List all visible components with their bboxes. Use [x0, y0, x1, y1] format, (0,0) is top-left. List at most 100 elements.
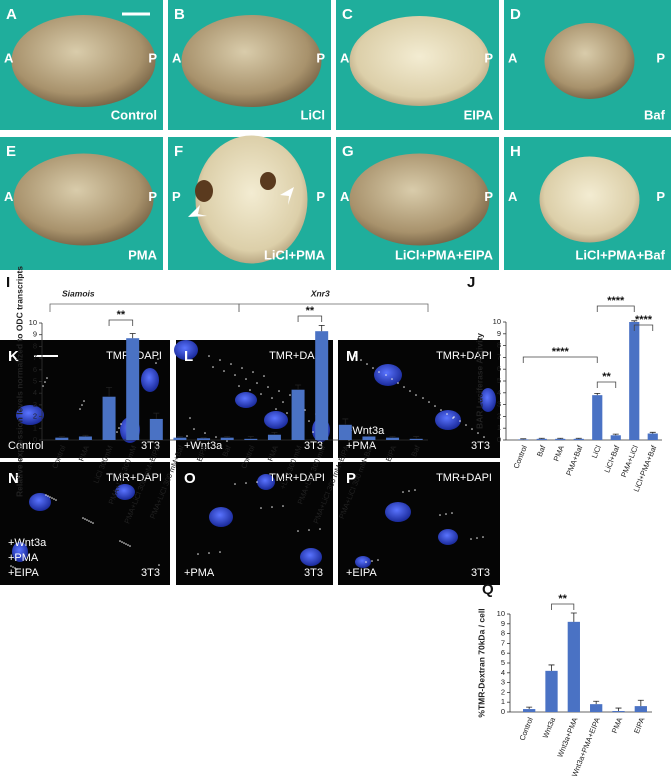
dextran-dot	[308, 420, 310, 422]
y-tick-label: 3	[33, 400, 37, 409]
error-bar	[594, 392, 601, 396]
dextran-dot	[18, 476, 20, 478]
x-tick-label: Wnt3a+PMA	[555, 716, 579, 759]
panel-caption: LiCl+PMA	[264, 247, 326, 262]
dextran-dot	[197, 553, 199, 555]
dextran-dot	[208, 355, 210, 357]
dextran-dot	[304, 409, 306, 411]
dextran-dot	[215, 436, 217, 438]
dextran-dot	[119, 540, 121, 542]
axis-mark: P	[656, 189, 665, 204]
panel-letter: A	[6, 6, 17, 23]
dextran-dot	[204, 432, 206, 434]
dextran-dot	[402, 491, 404, 493]
dextran-dot	[465, 424, 467, 426]
significance-label: ****	[552, 346, 570, 358]
dextran-dot	[49, 496, 51, 498]
bar	[267, 434, 281, 440]
significance-bracket	[108, 319, 134, 326]
nucleus	[209, 507, 233, 527]
error-bar	[593, 700, 600, 705]
treatment-label: +Wnt3a	[184, 440, 223, 452]
nucleus	[438, 529, 458, 545]
y-tick-label: 2	[497, 411, 501, 420]
nucleus	[141, 368, 159, 392]
treatment-label: +PMA	[346, 440, 377, 452]
y-tick-label: 0	[33, 435, 37, 444]
panel-letter: N	[8, 470, 19, 487]
dextran-dot	[408, 490, 410, 492]
panel-letter: H	[510, 143, 521, 160]
panel-letter: C	[342, 6, 353, 23]
nucleus	[300, 548, 322, 566]
panel-letter: K	[8, 348, 19, 365]
dextran-dot	[372, 367, 374, 369]
dextran-dot	[234, 483, 236, 485]
bar	[362, 436, 376, 440]
bar	[197, 438, 211, 440]
panel-letter: B	[174, 6, 185, 23]
bar	[536, 438, 547, 440]
significance-label: ****	[635, 314, 653, 326]
y-tick-label: 6	[497, 364, 501, 373]
error-bar	[200, 437, 207, 439]
panel-letter: M	[346, 348, 359, 365]
error-bar	[526, 706, 533, 710]
embryo	[13, 153, 154, 246]
y-tick-label: 3	[501, 678, 505, 687]
axis-mark: A	[4, 189, 14, 204]
dextran-dot	[482, 536, 484, 538]
dextran-dot	[319, 528, 321, 530]
treatment-label: +PMA	[8, 552, 39, 564]
panel-caption: LiCl+PMA+Baf	[575, 247, 665, 262]
bar	[610, 435, 621, 440]
y-tick-label: 4	[33, 388, 37, 397]
error-bar	[389, 436, 396, 438]
cell-label: 3T3	[141, 567, 160, 579]
y-tick-label: 2	[501, 687, 505, 696]
error-bar	[106, 386, 113, 397]
cell-label: 3T3	[304, 440, 323, 452]
significance-bracket	[596, 305, 635, 312]
nucleus	[12, 542, 28, 562]
panel-caption: PMA	[128, 247, 158, 262]
dextran-dot	[275, 408, 277, 410]
dextran-dot	[47, 495, 49, 497]
dextran-dot	[116, 431, 118, 433]
y-axis-label: BAR Luciferase Activity	[474, 333, 484, 429]
panel-letter: L	[184, 348, 193, 365]
treatment-label: +Wnt3a	[8, 537, 47, 549]
embryo	[349, 153, 490, 246]
y-tick-label: 7	[497, 352, 501, 361]
dextran-dot	[446, 413, 448, 415]
nucleus	[374, 364, 402, 386]
y-tick-label: 8	[501, 629, 505, 638]
dextran-dot	[123, 542, 125, 544]
dextran-dot	[282, 505, 284, 507]
error-bar	[365, 433, 372, 437]
dextran-dot	[252, 371, 254, 373]
dextran-dot	[271, 506, 273, 508]
nucleus	[355, 556, 371, 568]
axis-mark: P	[484, 50, 493, 65]
pigment-spot	[195, 180, 213, 202]
error-bar	[557, 437, 564, 439]
embryo	[181, 15, 322, 107]
dextran-dot	[260, 393, 262, 395]
dextran-dot	[45, 494, 47, 496]
panel-letter: I	[6, 274, 10, 291]
treatment-label: +EIPA	[8, 567, 39, 579]
y-tick-label: 2	[33, 412, 37, 421]
dextran-dot	[241, 367, 243, 369]
nucleus	[480, 388, 496, 412]
dextran-dot	[86, 519, 88, 521]
x-tick-label: PMA	[610, 716, 624, 734]
group-bracket	[238, 303, 429, 312]
dextran-dot	[391, 378, 393, 380]
error-bar	[520, 438, 527, 440]
dextran-dot	[9, 354, 11, 356]
bar	[409, 438, 423, 440]
error-bar	[129, 333, 136, 339]
dextran-dot	[219, 359, 221, 361]
